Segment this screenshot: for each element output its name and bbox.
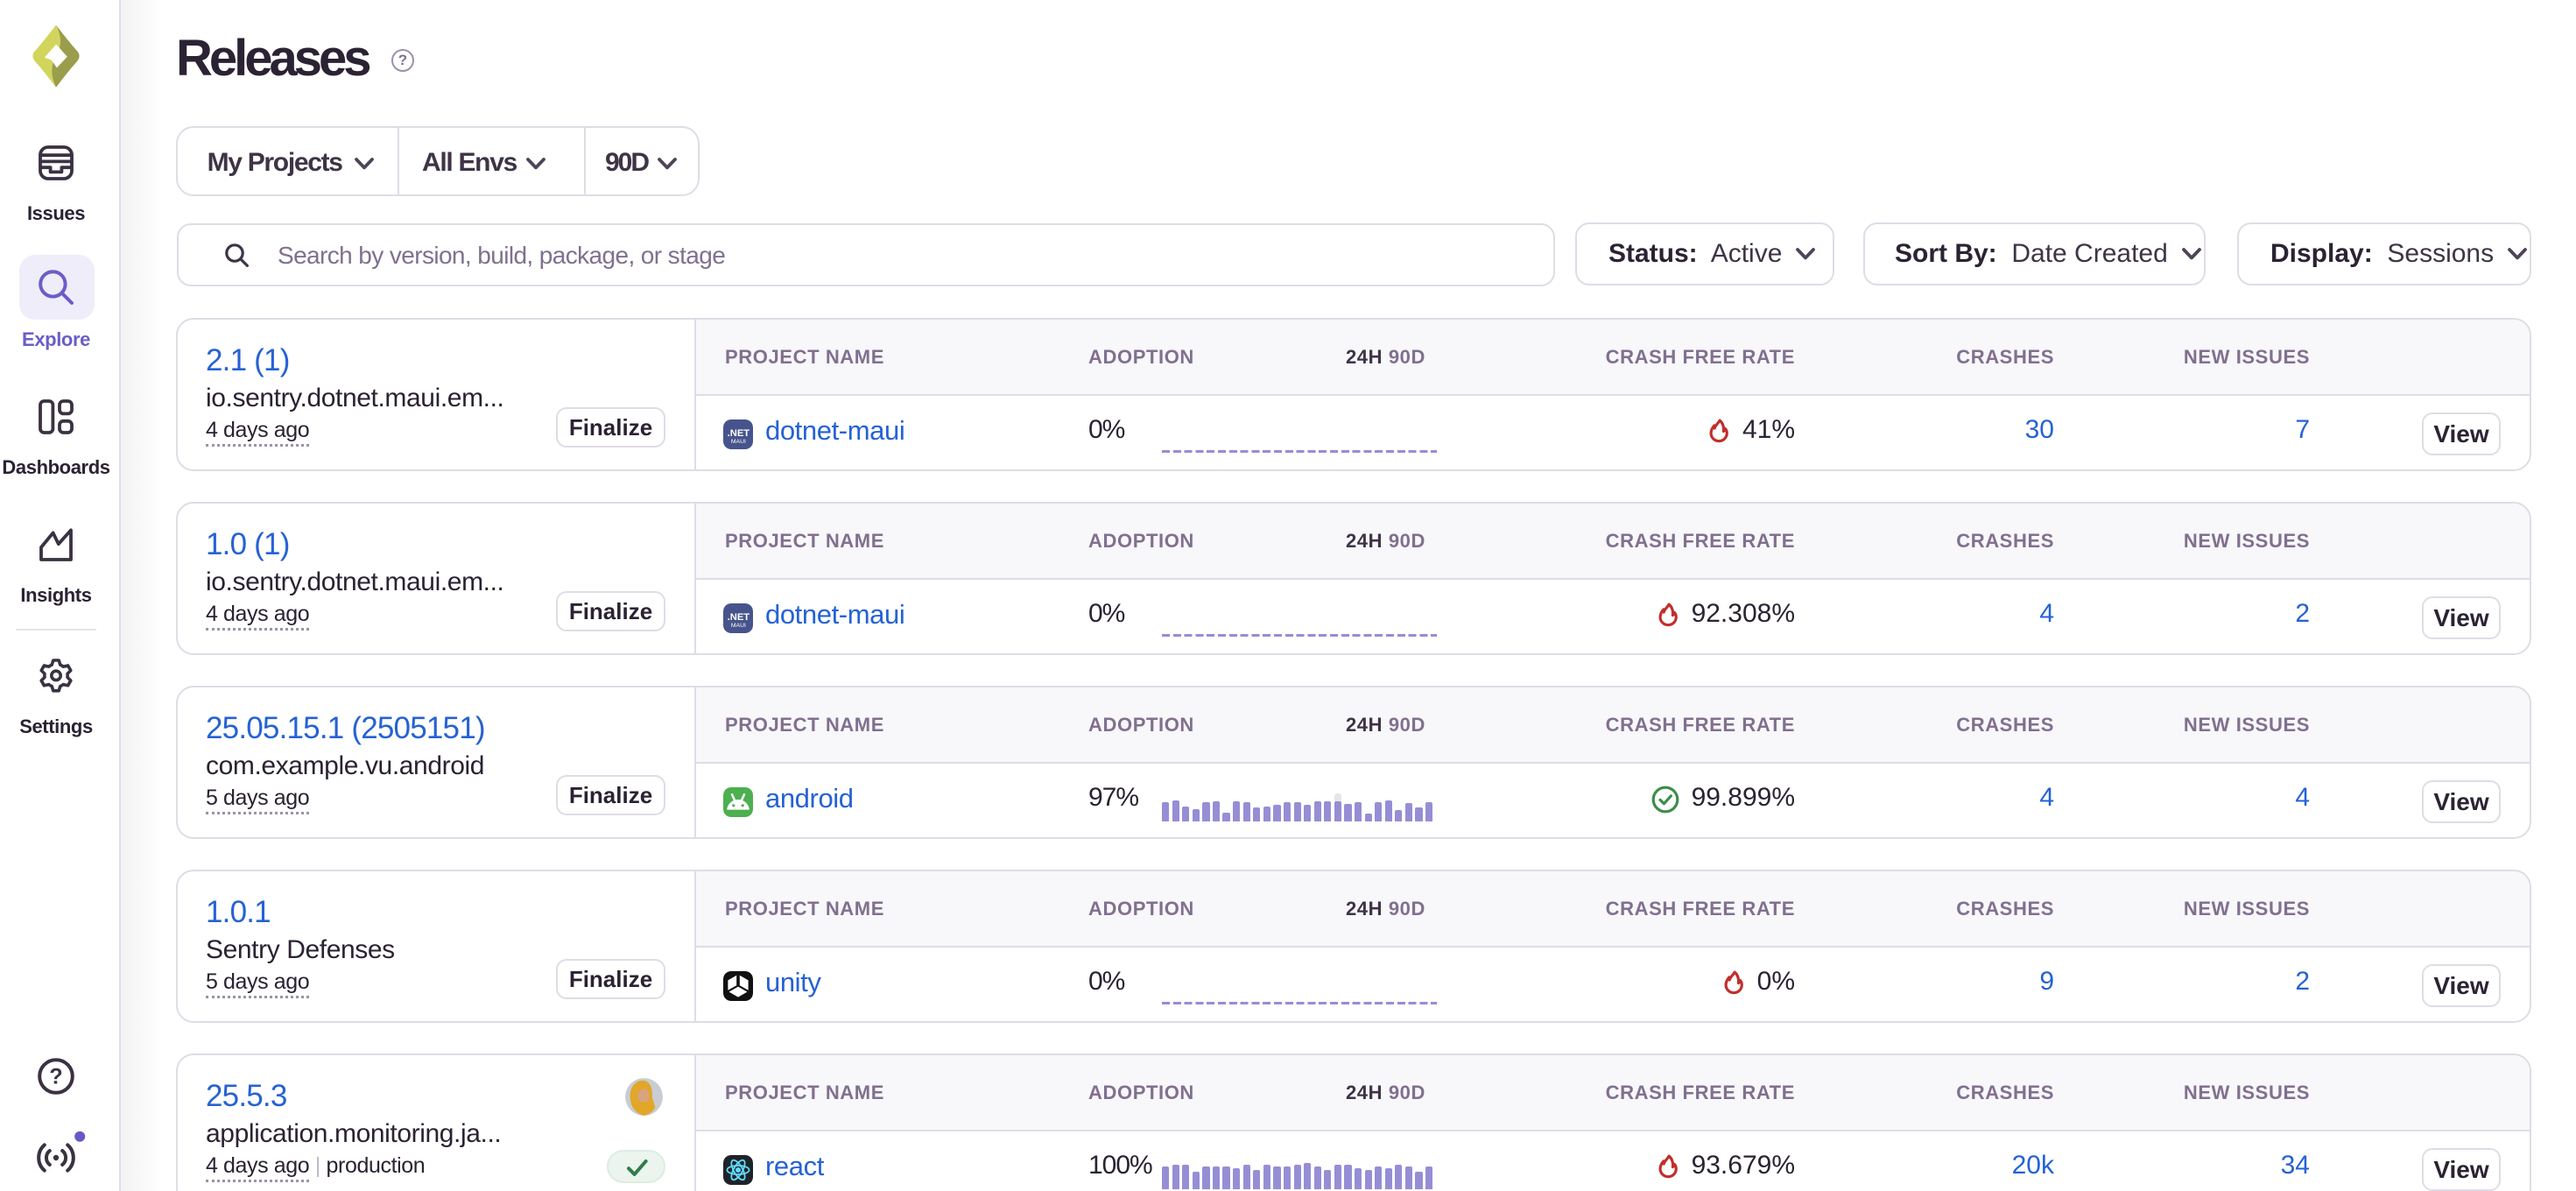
svg-text:MAUI: MAUI [731, 623, 746, 629]
svg-text:.NET: .NET [728, 612, 750, 623]
svg-text:.NET: .NET [728, 428, 750, 439]
svg-text:MAUI: MAUI [731, 439, 746, 445]
svg-text:?: ? [49, 1065, 62, 1089]
